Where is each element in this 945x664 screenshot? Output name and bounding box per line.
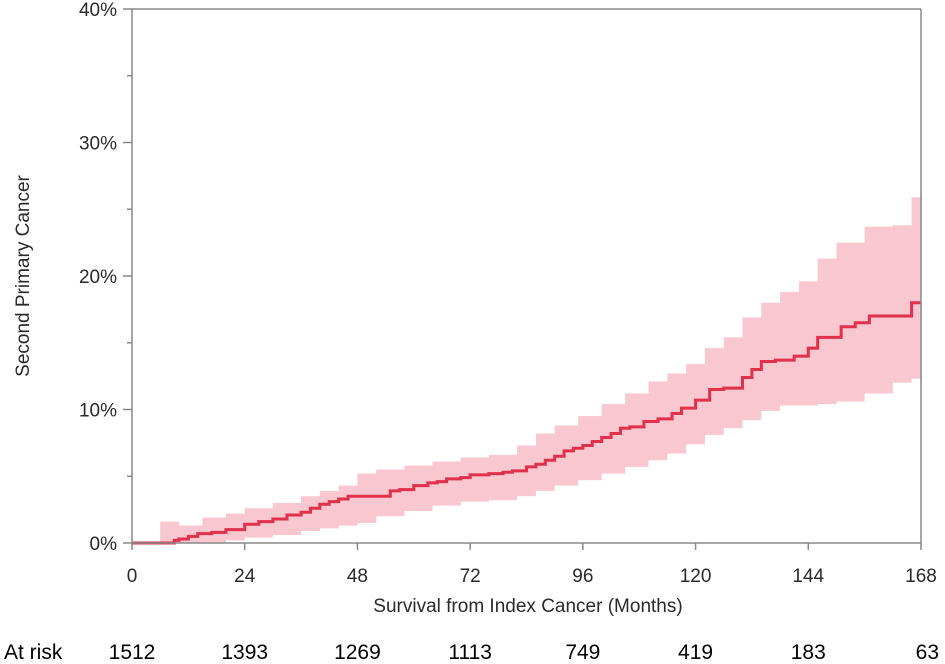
x-tick-layer: 0 24 48 72 96 120 144 168 [127, 543, 937, 587]
cumulative-incidence-line [132, 301, 921, 545]
cumulative-incidence-line-layer [132, 301, 921, 545]
x-tick-label: 72 [460, 566, 481, 587]
at-risk-table: At risk 1512 1393 1269 1113 749 419 183 63 [4, 641, 939, 664]
confidence-band-layer [132, 197, 921, 544]
at-risk-count: 749 [565, 641, 600, 664]
at-risk-count: 1512 [109, 641, 156, 664]
x-tick-label: 24 [234, 566, 256, 587]
x-tick-label: 168 [905, 566, 937, 587]
y-axis-title: Second Primary Cancer [13, 174, 34, 376]
y-tick-label: 0% [90, 534, 118, 555]
x-tick-label: 48 [347, 566, 368, 587]
at-risk-count: 1393 [221, 641, 268, 664]
y-tick-layer: 0% 10% 20% 30% 40% [79, 0, 132, 555]
y-tick-label: 10% [79, 401, 117, 422]
y-tick-label: 30% [79, 134, 117, 155]
x-tick-label: 144 [792, 566, 824, 587]
at-risk-count: 1269 [334, 641, 381, 664]
at-risk-count: 183 [791, 641, 826, 664]
at-risk-count: 63 [916, 641, 939, 664]
y-tick-label: 40% [79, 0, 117, 21]
x-tick-label: 0 [127, 566, 138, 587]
x-axis-title: Survival from Index Cancer (Months) [373, 596, 682, 617]
at-risk-label: At risk [4, 641, 63, 664]
x-tick-label: 96 [572, 566, 593, 587]
at-risk-count: 419 [678, 641, 713, 664]
axes-layer [131, 8, 922, 544]
y-tick-label: 20% [79, 267, 117, 288]
at-risk-count: 1113 [448, 641, 492, 664]
x-tick-label: 120 [680, 566, 712, 587]
confidence-band [132, 197, 921, 544]
